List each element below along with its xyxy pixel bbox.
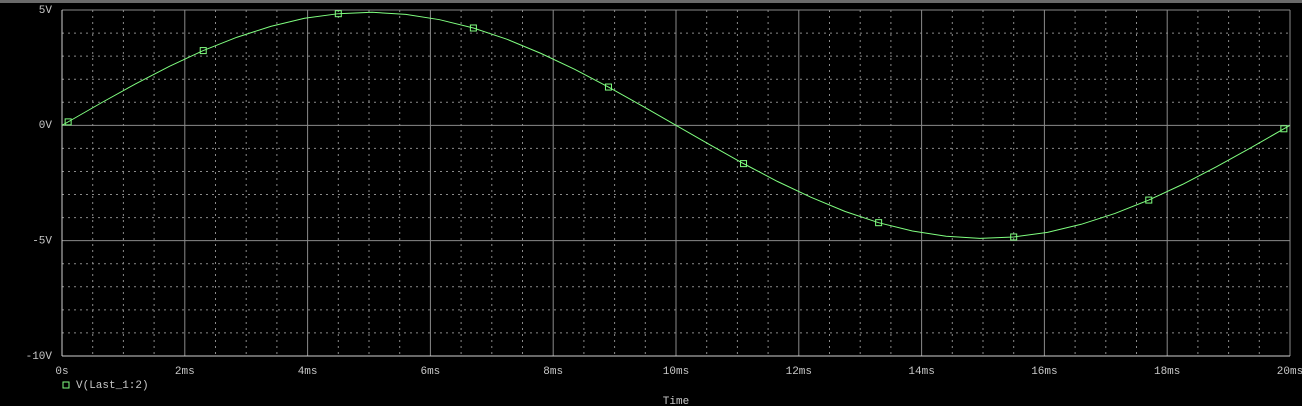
x-tick-label: 10ms (663, 366, 689, 378)
legend-label: V(Last_1:2) (76, 380, 149, 392)
x-tick-label: 18ms (1154, 366, 1180, 378)
y-tick-label: 0V (39, 120, 53, 132)
point-marker (604, 83, 612, 91)
x-tick-label: 16ms (1031, 366, 1057, 378)
top-strip (0, 0, 1302, 3)
point-marker (469, 24, 477, 32)
x-tick-label: 20ms (1277, 366, 1302, 378)
point-marker (1280, 125, 1288, 133)
point-marker (64, 118, 72, 126)
x-tick-label: 2ms (175, 366, 195, 378)
series-line (61, 11, 1291, 239)
x-tick-label: 6ms (420, 366, 440, 378)
x-tick-label: 0s (55, 366, 68, 378)
x-tick-label: 8ms (543, 366, 563, 378)
y-tick-label: 5V (39, 5, 53, 17)
x-axis-label: Time (663, 396, 689, 406)
legend-marker (62, 381, 70, 389)
point-marker (1010, 233, 1018, 241)
y-tick-label: -5V (32, 236, 52, 248)
point-marker (875, 219, 883, 227)
x-tick-label: 4ms (298, 366, 318, 378)
x-tick-label: 14ms (908, 366, 934, 378)
point-marker (740, 160, 748, 168)
point-marker (1145, 196, 1153, 204)
point-marker (334, 10, 342, 18)
point-marker (199, 47, 207, 55)
y-tick-label: -10V (26, 351, 53, 363)
x-tick-label: 12ms (786, 366, 812, 378)
